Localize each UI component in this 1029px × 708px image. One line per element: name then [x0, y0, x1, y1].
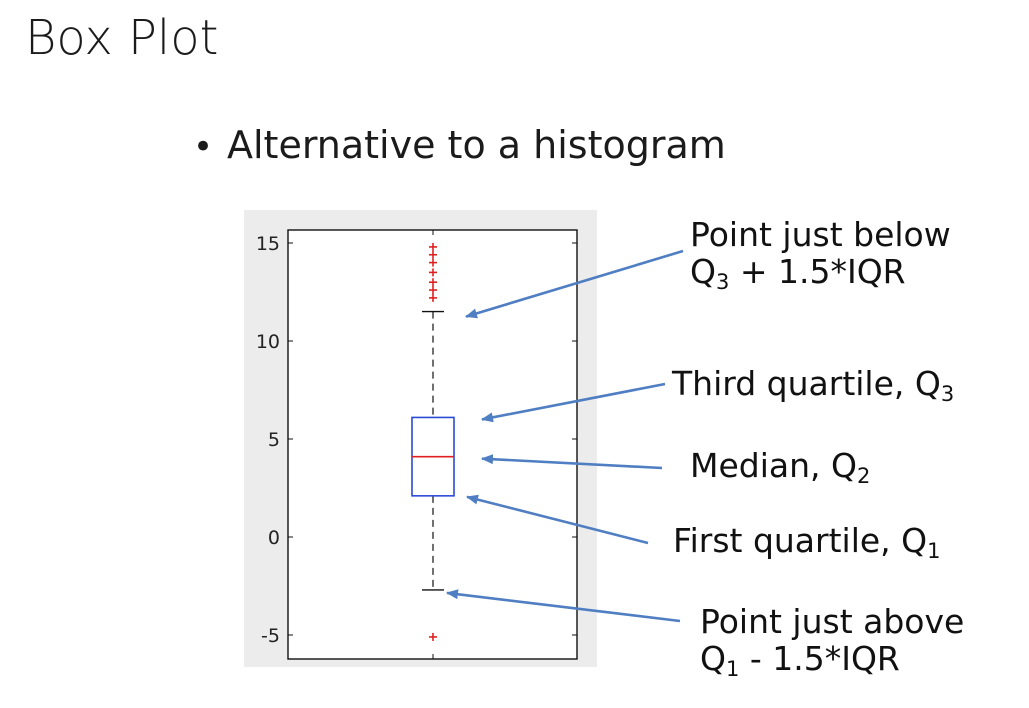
y-tick-label: 5: [268, 429, 280, 451]
y-tick-label: -5: [261, 625, 280, 647]
arrow-lower-whisker: [446, 589, 681, 623]
annotation-arrows: [446, 249, 684, 623]
y-tick-label: 0: [268, 527, 280, 549]
outlier-point: [429, 242, 437, 251]
annotation-lower-whisker-line1: Point just above: [700, 602, 965, 641]
annotation-median: Median, Q2: [690, 446, 871, 488]
annotation-upper-whisker-line1: Point just below: [690, 215, 951, 254]
arrow-median: [481, 454, 663, 470]
outlier-point: [429, 632, 437, 641]
annotation-lower-whisker: Point just above Q1 - 1.5*IQR: [700, 602, 965, 681]
outlier-point: [429, 250, 437, 259]
bullet-text: Alternative to a histogram: [227, 123, 726, 167]
outlier-point: [429, 278, 437, 287]
bullet-icon: •: [193, 127, 214, 167]
annotation-third-quartile: Third quartile, Q3: [672, 364, 955, 406]
outlier-point: [429, 286, 437, 295]
arrow-third-quartile: [481, 382, 666, 423]
outlier-point: [429, 258, 437, 267]
annotation-first-quartile: First quartile, Q1: [673, 521, 941, 563]
y-tick-label: 15: [256, 233, 280, 255]
annotation-upper-whisker: Point just below Q3 + 1.5*IQR: [690, 215, 951, 294]
annotation-lower-whisker-line2: Q1 - 1.5*IQR: [700, 638, 900, 681]
arrow-first-quartile: [466, 494, 649, 545]
bullet-item: • Alternative to a histogram: [193, 123, 726, 167]
slide-title: Box Plot: [25, 10, 219, 66]
annotation-upper-whisker-line2: Q3 + 1.5*IQR: [690, 251, 906, 294]
outlier-point: [429, 293, 437, 302]
outlier-point: [429, 268, 437, 277]
arrow-upper-whisker: [465, 249, 684, 319]
plot-area: 15 10 5 0 -5: [256, 229, 578, 660]
y-tick-label: 10: [256, 331, 280, 353]
